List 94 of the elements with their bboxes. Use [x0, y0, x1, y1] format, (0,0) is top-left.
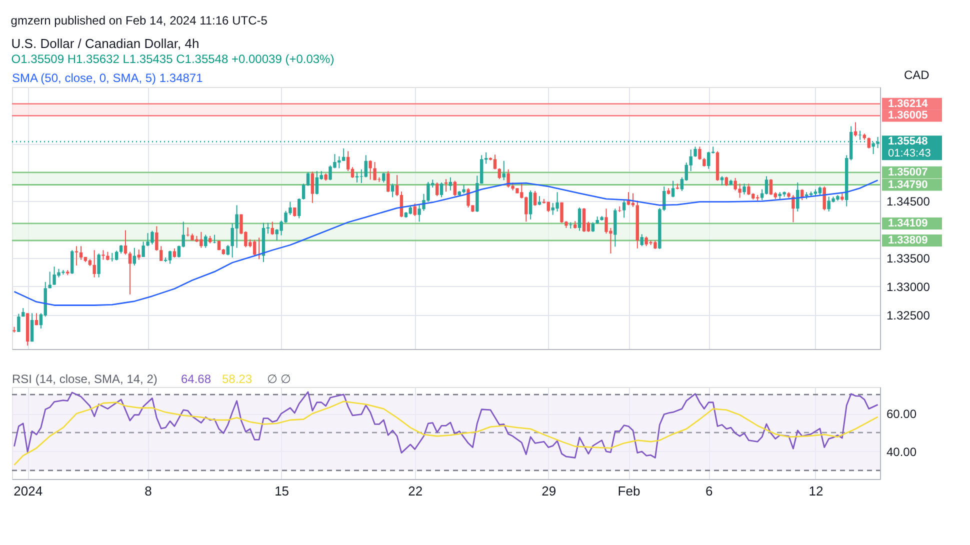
text: 01:43:43	[888, 148, 931, 160]
candlestick	[110, 252, 114, 262]
candlestick	[364, 154, 368, 178]
x-tick-label: 29	[542, 484, 556, 498]
candlestick	[92, 250, 96, 278]
candlestick	[390, 183, 394, 198]
candlestick	[528, 190, 532, 220]
candlestick	[48, 271, 52, 289]
text: 64.68	[181, 372, 212, 386]
x-tick-label: Feb	[618, 484, 640, 498]
x-tick-label: 12	[808, 484, 824, 498]
candlestick	[796, 182, 800, 212]
candlestick	[867, 137, 870, 149]
candlestick	[74, 246, 78, 266]
candlestick	[160, 246, 163, 262]
candlestick	[769, 178, 773, 196]
candlestick	[707, 151, 710, 170]
x-tick-label: 2024	[14, 484, 43, 498]
y-tick-label: 40.00	[886, 444, 917, 459]
chart-title: U.S. Dollar / Canadian Dollar, 4h	[11, 36, 200, 51]
candlestick	[502, 160, 506, 181]
candlestick	[17, 313, 20, 332]
candlestick	[128, 251, 132, 295]
candlestick	[694, 146, 697, 158]
candlestick	[582, 208, 586, 232]
candlestick	[252, 239, 256, 257]
chart-subtitle: O1.35509 H1.35632 L1.35435 C1.35548 +0.00039 (+0.03%)	[11, 52, 334, 66]
candlestick	[742, 183, 746, 195]
candlestick	[533, 190, 537, 206]
candlestick	[382, 172, 386, 183]
candlestick	[270, 221, 274, 236]
x-tick-label: 6	[706, 484, 713, 498]
candlestick	[30, 312, 34, 342]
candlestick	[453, 180, 457, 197]
x-tick-label: 22	[408, 484, 423, 498]
candlestick	[591, 222, 594, 232]
ref-line-label: 1.35548	[888, 136, 928, 148]
chart-title: RSI (14, close, SMA, 14, 2)	[12, 372, 158, 386]
candlestick	[640, 234, 644, 247]
candlestick	[395, 174, 399, 197]
candlestick	[435, 182, 439, 197]
ref-line-label: 1.33809	[888, 234, 928, 247]
candlestick	[698, 146, 702, 160]
candlestick	[70, 250, 74, 274]
candlestick	[186, 226, 190, 237]
candlestick	[79, 246, 83, 260]
candlestick	[355, 172, 359, 183]
candlestick	[413, 203, 416, 217]
line-series	[14, 391, 878, 458]
text: SMA (50, close, 0, SMA, 5) 1.34871	[12, 71, 204, 85]
ref-line-label: 1.36005	[888, 110, 928, 122]
candlestick	[124, 230, 128, 256]
candlestick	[142, 241, 145, 258]
candlestick	[315, 170, 319, 195]
candlestick	[172, 248, 176, 258]
ref-line-label: 1.36214	[888, 98, 929, 110]
x-tick-label: 8	[144, 484, 152, 498]
ref-line-label: 1.35007	[888, 166, 928, 178]
y-tick-label: 1.34500	[886, 194, 930, 209]
text: ∅ ∅	[267, 372, 290, 386]
y-tick-label: 1.33000	[886, 280, 930, 294]
candlestick	[102, 250, 105, 260]
candlestick	[226, 244, 230, 256]
candlestick	[578, 206, 582, 232]
candlestick	[448, 176, 452, 191]
candlestick	[493, 154, 497, 170]
candlestick	[137, 249, 140, 260]
candlestick	[724, 176, 728, 186]
text: 58.23	[222, 372, 252, 386]
text: gmzern published on Feb 14, 2024 11:16 UTC-5	[10, 14, 268, 28]
candlestick	[671, 180, 675, 198]
ref-line-label: 1.34790	[888, 178, 928, 191]
candlestick	[764, 176, 768, 195]
candlestick	[168, 250, 172, 264]
candlestick	[440, 182, 444, 198]
x-tick-label: 15	[274, 484, 290, 498]
y-tick-label: 60.00	[886, 407, 917, 422]
candlestick	[97, 253, 100, 278]
candlestick	[498, 168, 502, 180]
candlestick	[155, 226, 158, 252]
text: CAD	[904, 68, 930, 82]
candlestick	[204, 234, 208, 248]
candlestick	[368, 160, 372, 180]
candlestick	[132, 247, 136, 266]
candlestick	[622, 200, 626, 218]
ref-line-label: 1.34109	[888, 217, 928, 230]
candlestick	[310, 171, 314, 204]
candlestick	[386, 170, 390, 193]
y-tick-label: 1.33500	[886, 252, 930, 266]
candlestick	[792, 194, 795, 223]
candlestick	[747, 183, 750, 196]
y-tick-label: 1.32500	[886, 308, 930, 322]
candlestick	[298, 198, 301, 219]
candlestick	[854, 122, 858, 137]
